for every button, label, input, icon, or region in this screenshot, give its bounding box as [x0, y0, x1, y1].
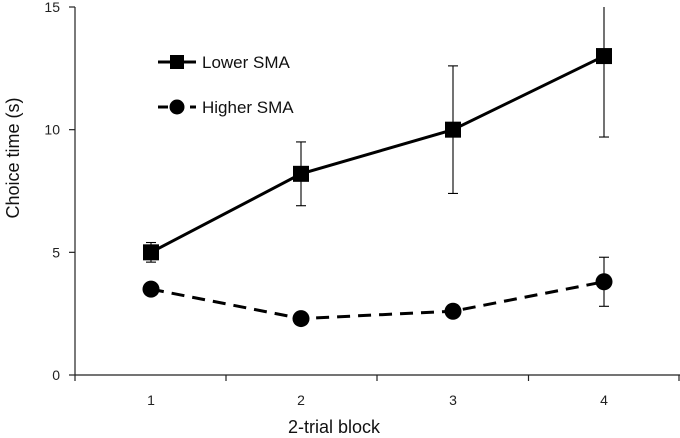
legend-label-higher-sma: Higher SMA — [202, 98, 294, 117]
data-point-square — [143, 244, 159, 261]
legend-item-lower-sma: Lower SMA — [158, 53, 291, 72]
series-higher-sma — [142, 256, 613, 328]
y-tick-label: 15 — [44, 0, 60, 15]
x-tick-label: 2 — [297, 392, 305, 408]
x-axis-title: 2-trial block — [288, 417, 381, 437]
axes: 0 5 10 15 1 2 3 4 — [44, 0, 680, 408]
y-ticks: 0 5 10 15 — [44, 0, 75, 383]
legend-square-marker — [170, 55, 184, 69]
y-axis-title: Choice time (s) — [3, 97, 23, 218]
legend-item-higher-sma: Higher SMA — [158, 98, 294, 117]
series-line — [150, 280, 605, 321]
legend-label-lower-sma: Lower SMA — [202, 53, 291, 72]
data-point-circle — [595, 273, 613, 291]
series-line — [150, 54, 605, 254]
legend-circle-marker — [169, 99, 185, 115]
legend: Lower SMA Higher SMA — [158, 53, 294, 117]
x-tick-label: 3 — [449, 392, 457, 408]
data-point-circle — [444, 302, 462, 320]
y-tick-label: 0 — [52, 367, 60, 383]
series-lower-sma — [143, 7, 612, 263]
data-point-square — [596, 48, 612, 65]
x-tick-label: 1 — [147, 392, 155, 408]
data-point-square — [293, 165, 309, 182]
data-point-circle — [142, 280, 160, 298]
y-tick-label: 10 — [44, 122, 60, 138]
series-layer — [142, 7, 613, 328]
x-ticks: 1 2 3 4 — [74, 375, 680, 408]
x-tick-label: 4 — [600, 392, 608, 408]
data-point-square — [445, 121, 461, 138]
data-point-circle — [292, 310, 310, 328]
y-tick-label: 5 — [52, 244, 60, 260]
